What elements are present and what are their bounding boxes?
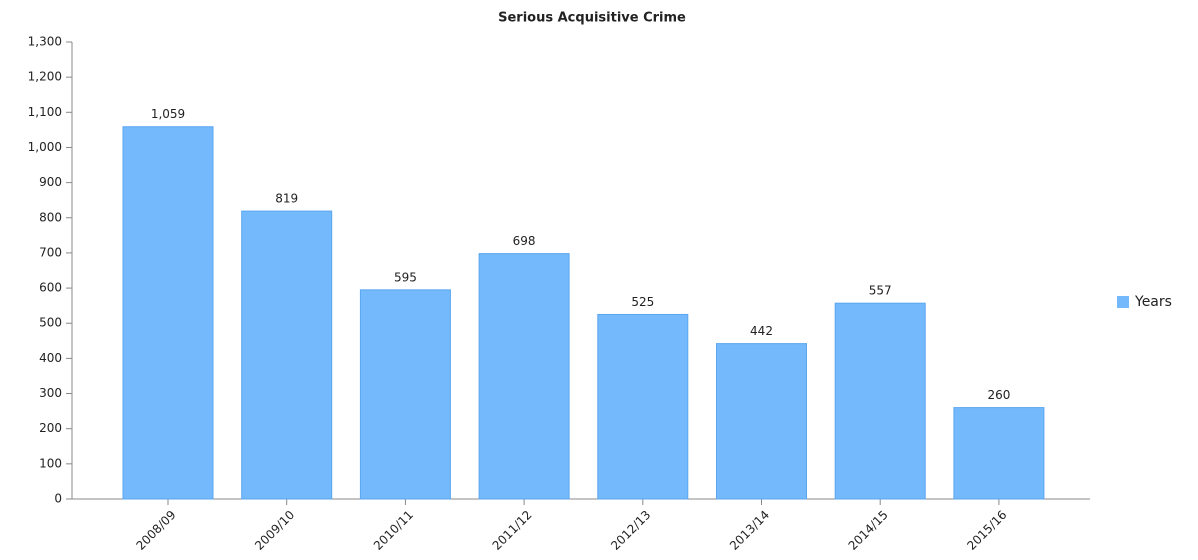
x-tick-label: 2009/10 <box>252 508 297 553</box>
y-tick-label: 200 <box>39 421 62 435</box>
bar <box>478 253 570 500</box>
chart-title: Serious Acquisitive Crime <box>498 11 686 26</box>
data-label: 1,059 <box>151 107 185 121</box>
y-tick-label: 0 <box>54 492 62 506</box>
bar <box>359 289 451 500</box>
y-tick-label: 900 <box>39 175 62 189</box>
data-label: 698 <box>513 234 536 248</box>
y-tick-label: 1,000 <box>28 140 62 154</box>
data-label: 557 <box>869 284 892 298</box>
y-tick-label: 600 <box>39 281 62 295</box>
x-tick-label: 2014/15 <box>846 508 891 553</box>
y-tick-label: 500 <box>39 316 62 330</box>
x-tick-label: 2008/09 <box>133 508 178 553</box>
x-tick-label: 2012/13 <box>608 508 653 553</box>
y-tick-label: 400 <box>39 351 62 365</box>
x-tick-label: 2011/12 <box>490 508 535 553</box>
data-label: 442 <box>750 324 773 338</box>
y-tick-label: 1,200 <box>28 70 62 84</box>
x-tick-label: 2010/11 <box>371 508 416 553</box>
bar <box>953 407 1045 500</box>
y-tick-label: 1,100 <box>28 105 62 119</box>
data-label: 595 <box>394 270 417 284</box>
x-tick-label: 2015/16 <box>964 508 1009 553</box>
legend-label: Years <box>1134 294 1172 310</box>
bar <box>241 210 333 500</box>
y-tick-label: 1,300 <box>28 35 62 49</box>
x-tick-label: 2013/14 <box>727 508 772 553</box>
bar <box>716 343 807 500</box>
bar <box>597 313 689 500</box>
data-label: 525 <box>631 295 654 309</box>
data-label: 819 <box>275 192 298 206</box>
y-tick-label: 100 <box>39 456 62 470</box>
bar <box>834 302 926 500</box>
legend-swatch <box>1117 296 1129 308</box>
bar <box>122 126 214 500</box>
y-tick-label: 700 <box>39 245 62 259</box>
y-tick-label: 800 <box>39 210 62 224</box>
data-label: 260 <box>987 388 1010 402</box>
y-tick-label: 300 <box>39 386 62 400</box>
